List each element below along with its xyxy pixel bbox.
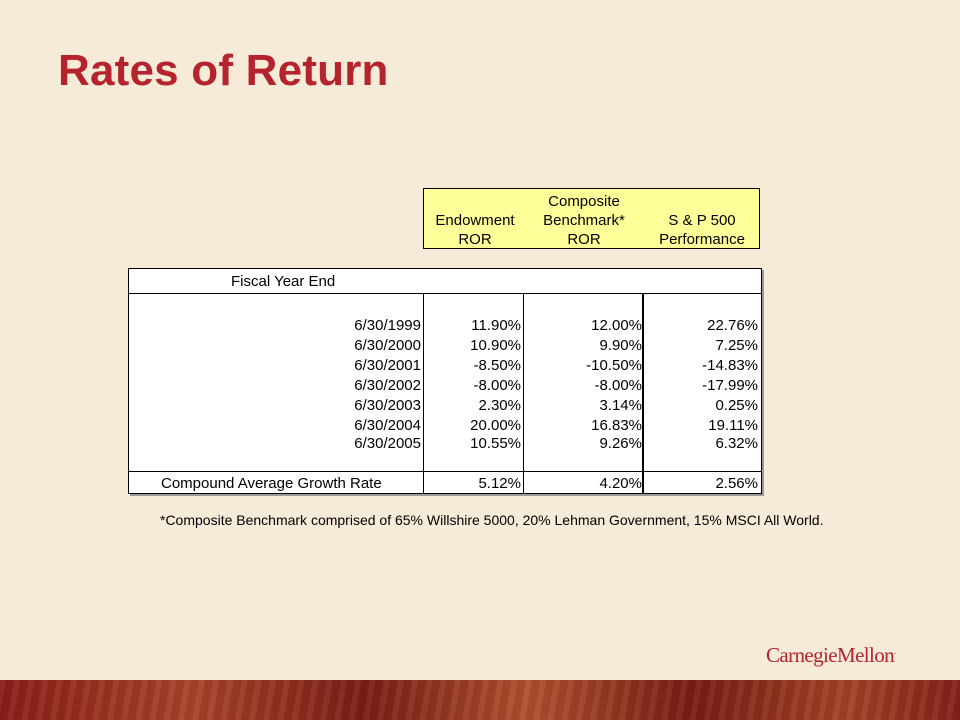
row-endowment: 20.00%: [470, 417, 521, 434]
row-sp500: 22.76%: [707, 317, 758, 334]
header-sp500-performance: S & P 500 Performance: [646, 191, 758, 249]
row-date: 6/30/2003: [354, 397, 421, 414]
row-benchmark: 12.00%: [591, 317, 642, 334]
row-benchmark: -10.50%: [586, 357, 642, 374]
cagr-sp500: 2.56%: [715, 475, 758, 492]
header-line: Endowment: [435, 212, 515, 229]
row-benchmark: 9.90%: [599, 337, 642, 354]
table-row: 6/30/2003 2.30% 3.14% 0.25%: [129, 397, 761, 417]
row-sp500: 7.25%: [715, 337, 758, 354]
row-sp500: -17.99%: [702, 377, 758, 394]
row-date: 6/30/2004: [354, 417, 421, 434]
row-endowment: 10.55%: [470, 435, 521, 452]
fiscal-year-end-label: Fiscal Year End: [231, 273, 336, 290]
table-row: 6/30/1999 11.90% 12.00% 22.76%: [129, 317, 761, 337]
row-sp500: -14.83%: [702, 357, 758, 374]
table-row: 6/30/2004 20.00% 16.83% 19.11%: [129, 417, 761, 437]
cagr-row: Compound Average Growth Rate 5.12% 4.20%…: [129, 475, 761, 495]
cagr-endowment: 5.12%: [478, 475, 521, 492]
cagr-benchmark: 4.20%: [599, 475, 642, 492]
table-row: 6/30/2001 -8.50% -10.50% -14.83%: [129, 357, 761, 377]
cagr-label: Compound Average Growth Rate: [161, 475, 382, 492]
row-benchmark: 16.83%: [591, 417, 642, 434]
table-row: 6/30/2005 10.55% 9.26% 6.32%: [129, 435, 761, 455]
row-sp500: 19.11%: [708, 417, 758, 434]
footer-texture: [0, 680, 960, 720]
row-sp500: 0.25%: [715, 397, 758, 414]
row-endowment: 10.90%: [470, 337, 521, 354]
row-endowment: 11.90%: [471, 317, 521, 334]
row-endowment: -8.00%: [473, 377, 521, 394]
header-line: S & P 500: [668, 212, 736, 229]
row-date: 6/30/2005: [354, 435, 421, 452]
header-line: ROR: [567, 231, 601, 248]
header-line: Benchmark*: [543, 212, 625, 229]
footer-band: [0, 680, 960, 720]
logo-text: CarnegieMellon: [766, 643, 895, 667]
row-sp500: 6.32%: [715, 435, 758, 452]
table-divider: [129, 293, 761, 294]
table-divider: [423, 293, 424, 493]
row-date: 6/30/2000: [354, 337, 421, 354]
header-endowment-ror: Endowment ROR: [424, 191, 526, 249]
slide-title: Rates of Return: [58, 46, 389, 95]
table-divider: [523, 293, 524, 493]
carnegie-mellon-logo: CarnegieMellon.: [766, 643, 896, 668]
row-date: 6/30/2002: [354, 377, 421, 394]
header-line: ROR: [458, 231, 492, 248]
footnote: *Composite Benchmark comprised of 65% Wi…: [160, 512, 824, 528]
header-line: Performance: [659, 231, 745, 248]
row-benchmark: 3.14%: [599, 397, 642, 414]
row-endowment: -8.50%: [473, 357, 521, 374]
row-endowment: 2.30%: [478, 397, 521, 414]
table-row: 6/30/2000 10.90% 9.90% 7.25%: [129, 337, 761, 357]
table-divider: [129, 471, 761, 472]
table-divider: [642, 293, 644, 493]
header-line: Composite: [548, 193, 620, 210]
row-benchmark: 9.26%: [599, 435, 642, 452]
table-row: 6/30/2002 -8.00% -8.00% -17.99%: [129, 377, 761, 397]
row-date: 6/30/1999: [354, 317, 421, 334]
row-benchmark: -8.00%: [594, 377, 642, 394]
row-date: 6/30/2001: [354, 357, 421, 374]
column-header-box: Endowment ROR Composite Benchmark* ROR S…: [423, 188, 760, 249]
logo-mark: .: [894, 647, 897, 656]
returns-table: Fiscal Year End 6/30/1999 11.90% 12.00% …: [128, 268, 762, 494]
header-benchmark-ror: Composite Benchmark* ROR: [528, 191, 640, 249]
